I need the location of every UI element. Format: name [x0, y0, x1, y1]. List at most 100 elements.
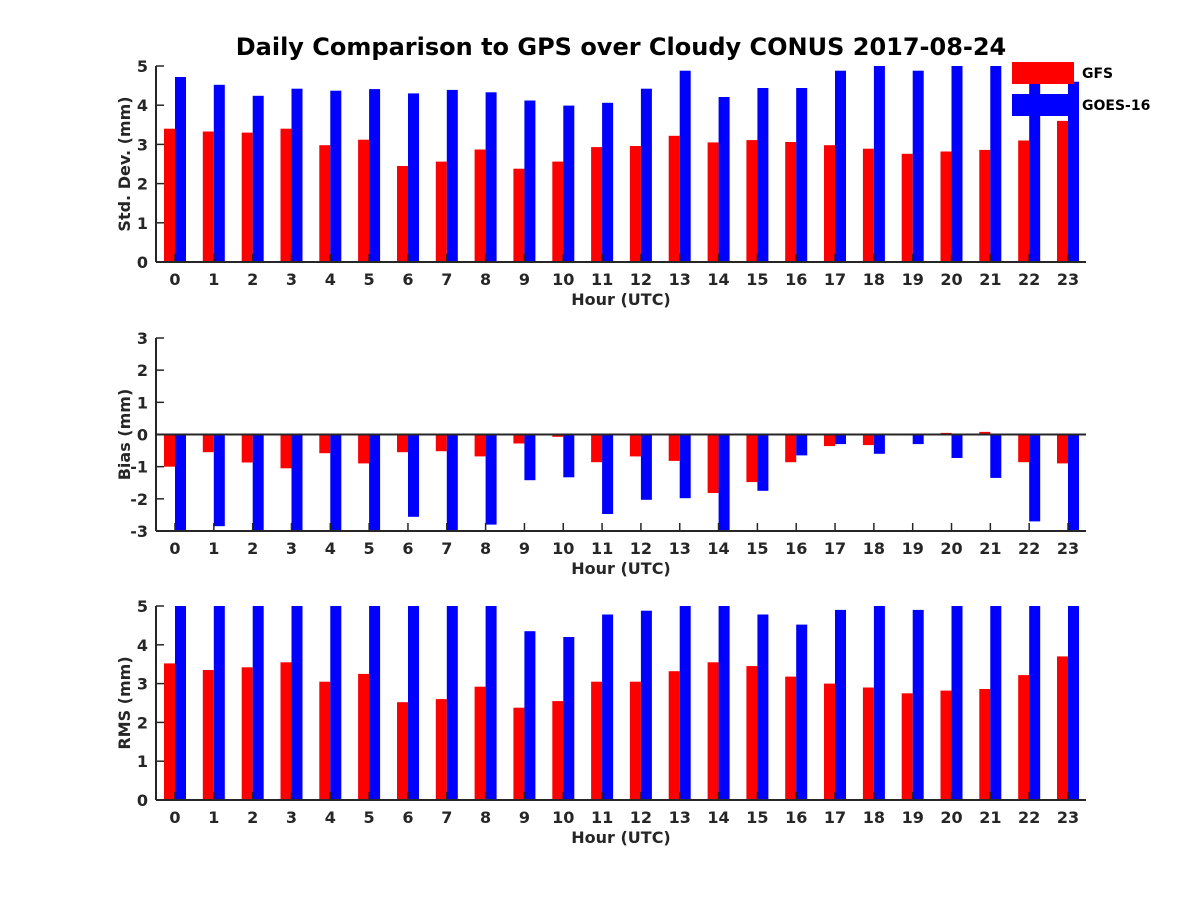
- bar-goes-16-19: [912, 434, 924, 445]
- y-tick-label: 0: [137, 426, 148, 445]
- x-tick-label: 9: [519, 539, 530, 558]
- bar-gfs-13: [668, 135, 680, 262]
- bar-goes-16-8: [485, 606, 497, 800]
- bar-goes-16-13: [679, 434, 691, 499]
- x-tick-label: 13: [669, 808, 691, 827]
- bar-gfs-12: [629, 681, 641, 800]
- bar-gfs-21: [979, 431, 991, 435]
- x-tick-label: 15: [746, 539, 768, 558]
- x-tick-label: 13: [669, 270, 691, 289]
- bar-goes-16-12: [640, 434, 652, 500]
- bar-gfs-14: [707, 142, 719, 262]
- bar-goes-16-21: [990, 66, 1002, 262]
- y-tick-label: 2: [137, 175, 148, 194]
- bar-gfs-17: [824, 145, 835, 262]
- bar-gfs-11: [591, 434, 603, 463]
- y-tick-label: 3: [137, 135, 148, 154]
- x-tick-label: 21: [979, 539, 1001, 558]
- bar-goes-16-0: [175, 77, 186, 262]
- bar-goes-16-4: [330, 434, 342, 531]
- y-tick-label: 3: [137, 329, 148, 348]
- x-axis-label: Hour (UTC): [571, 290, 671, 309]
- bar-gfs-6: [397, 702, 408, 800]
- bar-gfs-13: [668, 434, 680, 461]
- bar-gfs-5: [358, 139, 370, 262]
- bar-goes-16-0: [175, 434, 186, 531]
- bar-gfs-22: [1018, 675, 1030, 800]
- series-goes-16: [175, 66, 1079, 263]
- bar-goes-16-17: [835, 434, 846, 445]
- bar-goes-16-12: [640, 610, 652, 800]
- bar-goes-16-6: [408, 93, 419, 263]
- bar-goes-16-4: [330, 90, 342, 262]
- x-tick-label: 6: [402, 808, 413, 827]
- bar-goes-16-3: [291, 434, 303, 531]
- y-tick-label: 3: [137, 675, 148, 694]
- bar-goes-16-1: [213, 84, 225, 262]
- bar-goes-16-10: [563, 434, 575, 478]
- bar-goes-16-0: [175, 606, 186, 800]
- series-gfs: [164, 431, 1068, 493]
- bar-goes-16-5: [369, 89, 381, 262]
- x-tick-label: 16: [785, 808, 807, 827]
- x-tick-label: 22: [1018, 270, 1040, 289]
- x-tick-label: 17: [824, 270, 846, 289]
- x-tick-label: 8: [480, 270, 491, 289]
- bar-gfs-7: [435, 434, 447, 452]
- x-tick-label: 3: [286, 808, 297, 827]
- bar-gfs-12: [629, 146, 641, 262]
- bar-gfs-2: [241, 132, 253, 262]
- y-tick-label: 5: [137, 597, 148, 616]
- bar-goes-16-5: [369, 434, 381, 531]
- bar-goes-16-9: [524, 631, 536, 800]
- bar-gfs-8: [474, 434, 486, 457]
- x-tick-label: 5: [364, 808, 375, 827]
- bar-goes-16-15: [757, 88, 769, 262]
- bar-goes-16-18: [873, 434, 885, 454]
- y-axis-label: Std. Dev. (mm): [115, 96, 134, 231]
- x-tick-label: 6: [402, 539, 413, 558]
- x-tick-label: 20: [940, 808, 962, 827]
- bar-gfs-11: [591, 681, 603, 800]
- y-tick-label: 0: [137, 253, 148, 272]
- bar-goes-16-5: [369, 606, 381, 800]
- bar-gfs-9: [513, 434, 525, 444]
- bar-goes-16-22: [1029, 606, 1041, 800]
- x-tick-label: 20: [940, 270, 962, 289]
- x-tick-label: 4: [325, 808, 336, 827]
- bar-goes-16-23: [1068, 81, 1079, 262]
- bar-goes-16-10: [563, 105, 575, 262]
- bar-goes-16-14: [718, 97, 730, 262]
- x-tick-label: 0: [169, 270, 180, 289]
- bar-gfs-15: [746, 434, 758, 483]
- y-axis-label: Bias (mm): [115, 389, 134, 481]
- bar-goes-16-11: [602, 614, 614, 800]
- bar-goes-16-9: [524, 434, 536, 481]
- x-tick-label: 18: [863, 539, 885, 558]
- x-tick-label: 11: [591, 808, 613, 827]
- x-tick-label: 21: [979, 808, 1001, 827]
- bar-gfs-23: [1057, 656, 1068, 800]
- bar-gfs-7: [435, 699, 447, 800]
- bar-gfs-1: [202, 131, 214, 262]
- y-tick-label: 0: [137, 791, 148, 810]
- bar-goes-16-19: [912, 609, 924, 800]
- x-tick-label: 4: [325, 270, 336, 289]
- bar-gfs-0: [164, 434, 175, 467]
- x-tick-label: 7: [441, 270, 452, 289]
- bar-gfs-19: [901, 693, 913, 800]
- x-tick-label: 14: [707, 539, 729, 558]
- x-tick-label: 10: [552, 539, 574, 558]
- x-tick-label: 12: [630, 270, 652, 289]
- bar-gfs-18: [862, 148, 874, 262]
- bar-gfs-6: [397, 166, 408, 262]
- bar-gfs-18: [862, 434, 874, 446]
- bar-gfs-4: [319, 681, 331, 800]
- x-axis-label: Hour (UTC): [571, 559, 671, 578]
- x-tick-label: 7: [441, 808, 452, 827]
- bar-goes-16-13: [679, 70, 691, 262]
- bar-goes-16-16: [796, 88, 808, 262]
- bar-goes-16-21: [990, 434, 1002, 478]
